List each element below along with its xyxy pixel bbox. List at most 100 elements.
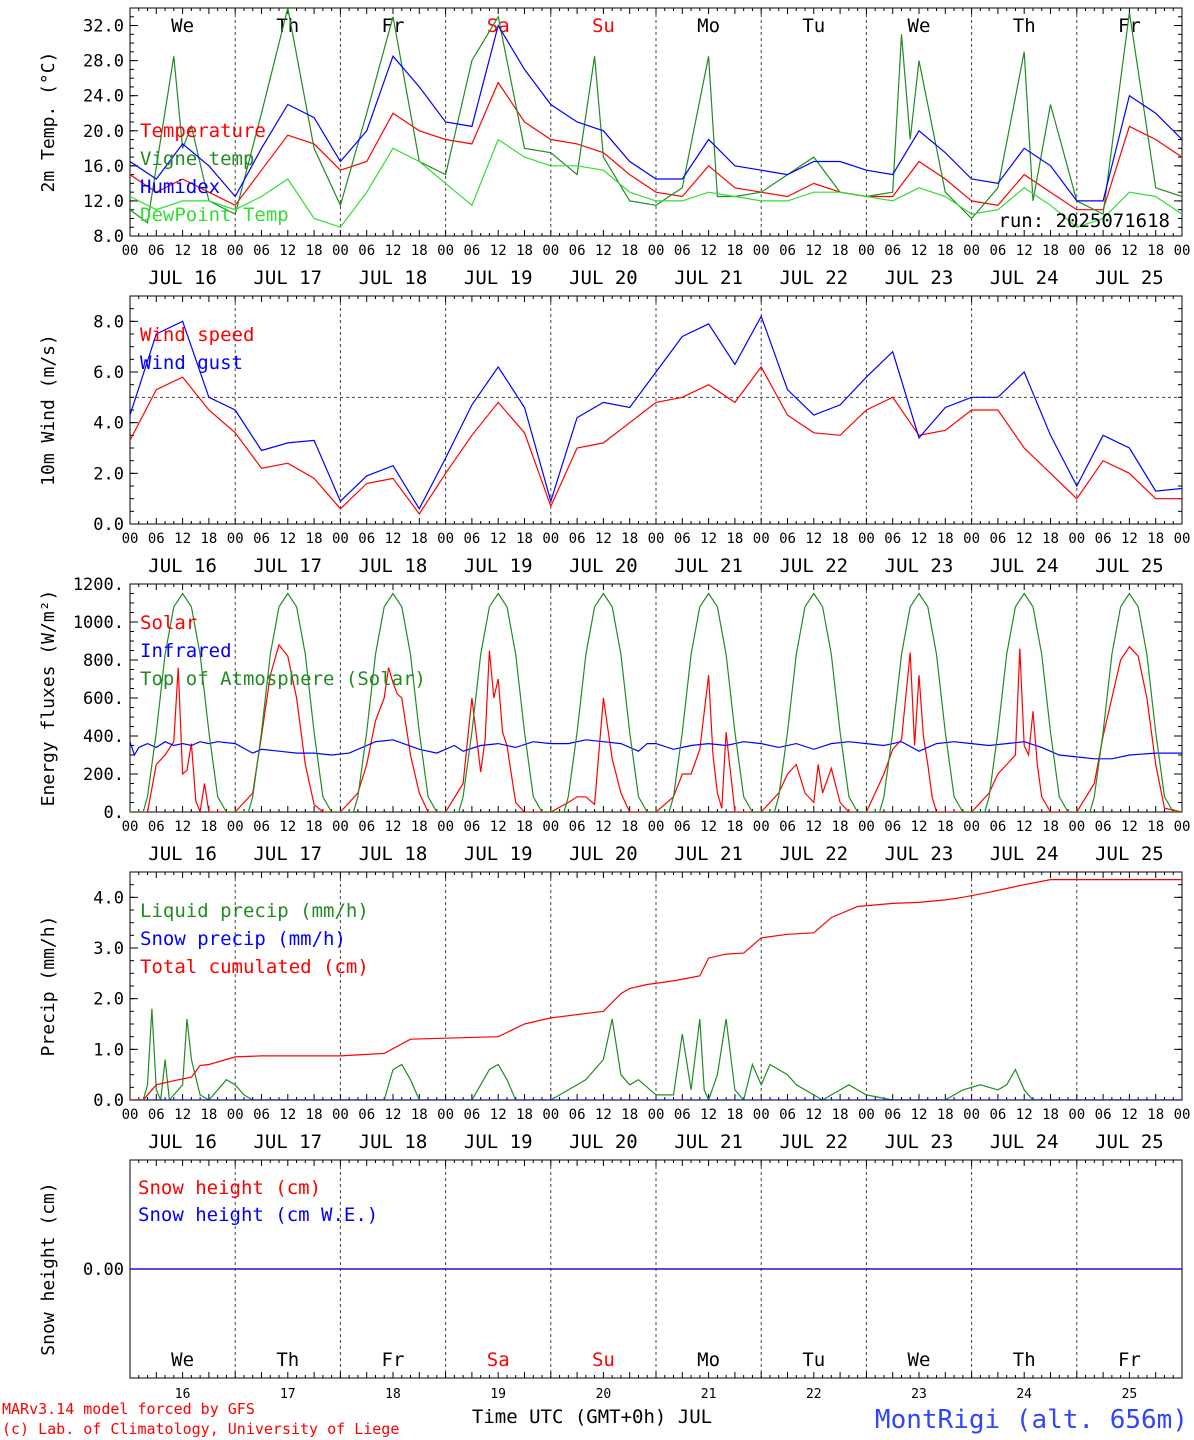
- hour-tick-label: 00: [753, 1107, 770, 1123]
- hour-tick-label: 18: [411, 819, 428, 835]
- hour-tick-label: 00: [542, 243, 559, 259]
- hour-tick-label: 06: [674, 1107, 691, 1123]
- series-line-solar: [130, 643, 1182, 812]
- series-line-top-of-atmosphere-solar-: [130, 592, 1182, 812]
- hour-tick-label: 12: [1121, 819, 1138, 835]
- hour-tick-label: 00: [1068, 531, 1085, 547]
- weekday-label: Th: [1013, 15, 1036, 37]
- hour-tick-label: 06: [463, 819, 480, 835]
- weekday-label: We: [171, 1349, 194, 1371]
- hour-tick-label: 00: [1068, 243, 1085, 259]
- date-label: JUL 23: [885, 555, 954, 577]
- hour-tick-label: 06: [358, 1107, 375, 1123]
- y-tick-label: 28.0: [83, 52, 124, 72]
- hour-tick-label: 12: [385, 243, 402, 259]
- y-tick-label: 200.: [83, 765, 124, 785]
- hour-tick-label: 18: [516, 1107, 533, 1123]
- panel-temperature: 8.0 12.0 16.0 20.0 24.0 28.0 32.0 2m Temp. (°C)…: [38, 7, 1190, 289]
- hour-tick-label: 12: [911, 531, 928, 547]
- hour-tick-label: 12: [700, 819, 717, 835]
- hour-tick-label: 06: [884, 819, 901, 835]
- hour-tick-label: 18: [1147, 531, 1164, 547]
- hour-tick-label: 18: [516, 819, 533, 835]
- hour-tick-label: 18: [1147, 1107, 1164, 1123]
- day-number-label: 17: [280, 1387, 296, 1402]
- hour-tick-label: 00: [648, 243, 665, 259]
- hour-tick-label: 00: [753, 819, 770, 835]
- series-line-temperature: [130, 81, 1182, 211]
- hour-tick-label: 18: [1147, 243, 1164, 259]
- hour-tick-label: 06: [358, 243, 375, 259]
- hour-tick-label: 00: [648, 1107, 665, 1123]
- hour-tick-label: 12: [279, 1107, 296, 1123]
- date-label: JUL 21: [674, 267, 743, 289]
- hour-tick-label: 18: [726, 1107, 743, 1123]
- series-line-infrared: [130, 739, 1182, 760]
- hour-tick-label: 06: [989, 243, 1006, 259]
- hour-tick-label: 00: [542, 819, 559, 835]
- hour-tick-label: 12: [174, 1107, 191, 1123]
- hour-tick-label: 12: [700, 531, 717, 547]
- y-tick-label: 8.0: [93, 312, 124, 332]
- date-label: JUL 22: [779, 267, 848, 289]
- date-label: JUL 20: [569, 555, 638, 577]
- legend-entry: Snow height (cm): [138, 1177, 321, 1199]
- hour-tick-label: 12: [385, 819, 402, 835]
- y-axis-label: Precip (mm/h): [38, 916, 59, 1057]
- hour-tick-label: 12: [595, 1107, 612, 1123]
- y-tick-label: 20.0: [83, 122, 124, 142]
- hour-tick-label: 18: [200, 819, 217, 835]
- series-line-wind-gust: [130, 314, 1182, 511]
- date-label: JUL 22: [779, 555, 848, 577]
- hour-tick-label: 00: [332, 1107, 349, 1123]
- hour-tick-label: 00: [648, 819, 665, 835]
- hour-tick-label: 00: [227, 243, 244, 259]
- hour-tick-label: 18: [200, 531, 217, 547]
- hour-tick-label: 12: [805, 243, 822, 259]
- hour-tick-label: 12: [279, 819, 296, 835]
- hour-tick-label: 18: [937, 531, 954, 547]
- hour-tick-label: 06: [253, 1107, 270, 1123]
- hour-tick-label: 12: [490, 1107, 507, 1123]
- legend-entry: Vigne temp: [140, 148, 254, 170]
- legend-entry: Liquid precip (mm/h): [140, 900, 369, 922]
- date-label: JUL 25: [1095, 1131, 1164, 1153]
- legend-entry: DewPoint Temp: [140, 204, 289, 226]
- hour-tick-label: 00: [1174, 819, 1191, 835]
- hour-tick-label: 06: [1095, 819, 1112, 835]
- hour-tick-label: 06: [989, 531, 1006, 547]
- hour-tick-label: 12: [1121, 1107, 1138, 1123]
- hour-tick-label: 00: [858, 819, 875, 835]
- hour-tick-label: 18: [832, 531, 849, 547]
- date-label: JUL 21: [674, 555, 743, 577]
- hour-tick-label: 12: [490, 531, 507, 547]
- y-axis-label: Energy fluxes (W/m²): [38, 590, 59, 807]
- hour-tick-label: 18: [200, 1107, 217, 1123]
- date-label: JUL 17: [253, 1131, 322, 1153]
- hour-tick-label: 06: [1095, 243, 1112, 259]
- hour-tick-label: 12: [279, 243, 296, 259]
- hour-tick-label: 12: [911, 1107, 928, 1123]
- credit-line-1: MARv3.14 model forced by GFS: [2, 1400, 255, 1418]
- y-tick-label: 6.0: [93, 363, 124, 383]
- hour-tick-label: 00: [648, 531, 665, 547]
- date-label: JUL 23: [885, 267, 954, 289]
- series-line-liquid-precip-mm-h-: [130, 1008, 1182, 1100]
- weekday-label: Th: [276, 1349, 299, 1371]
- date-label: JUL 17: [253, 843, 322, 865]
- hour-tick-label: 06: [253, 819, 270, 835]
- hour-tick-label: 06: [1095, 1107, 1112, 1123]
- date-label: JUL 18: [359, 555, 428, 577]
- series-line-humidex: [130, 23, 1182, 202]
- hour-tick-label: 12: [279, 531, 296, 547]
- hour-tick-label: 12: [1121, 531, 1138, 547]
- date-label: JUL 19: [464, 267, 533, 289]
- hour-tick-label: 00: [542, 1107, 559, 1123]
- hour-tick-label: 18: [621, 243, 638, 259]
- date-label: JUL 22: [779, 843, 848, 865]
- date-label: JUL 19: [464, 1131, 533, 1153]
- hour-tick-label: 12: [1016, 819, 1033, 835]
- weekday-label: Su: [592, 1349, 615, 1371]
- weekday-label: Th: [1013, 1349, 1036, 1371]
